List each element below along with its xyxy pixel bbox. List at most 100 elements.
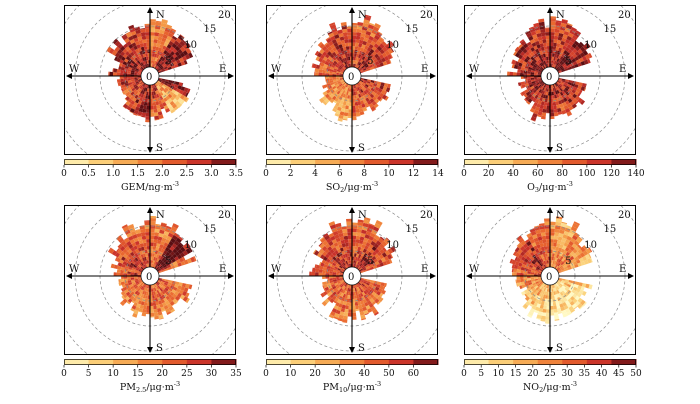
wedge-cell: [145, 260, 148, 265]
wedge-cell: [116, 79, 121, 83]
wedge-cell: [361, 291, 366, 296]
wedge-cell: [577, 236, 583, 241]
wedge-cell: [546, 112, 550, 114]
wedge-cell: [547, 284, 550, 289]
wedge-cell: [362, 248, 367, 254]
wedge-cell: [538, 284, 542, 288]
wedge-cell: [550, 84, 553, 89]
wedge-cell: [153, 105, 157, 110]
wedge-cell: [370, 105, 376, 112]
wedge-cell: [349, 295, 352, 299]
wedge-cell: [364, 45, 369, 51]
colorbar-tick-label: 6: [337, 169, 343, 179]
wedge-cell: [550, 242, 554, 247]
wedge-cell: [551, 256, 555, 261]
wedge-cell: [124, 65, 129, 69]
wedge-cell: [356, 290, 360, 295]
wedge-cell: [568, 305, 574, 312]
wedge-cell: [524, 65, 529, 69]
wedge-cell: [367, 51, 373, 57]
wedge-cell: [556, 89, 560, 94]
wedge-cell: [340, 79, 345, 83]
wedge-cell: [312, 249, 317, 254]
wedge-cell: [343, 112, 349, 117]
wedge-cell: [566, 22, 573, 27]
wedge-cell: [352, 84, 355, 89]
wedge-cell: [327, 255, 333, 261]
wedge-cell: [559, 87, 564, 92]
wedge-cell: [566, 264, 572, 269]
wedge-cell: [534, 309, 539, 314]
wedge-cell: [373, 65, 378, 69]
wedge-cell: [356, 297, 361, 302]
wedge-cell: [337, 29, 343, 35]
wedge-cell: [561, 262, 566, 267]
wedge-cell: [550, 263, 553, 268]
wedge-cell: [366, 87, 371, 92]
wedge-cell: [168, 60, 173, 65]
wedge-cell: [117, 248, 123, 255]
wedge-cell: [340, 64, 344, 68]
wedge-cell: [358, 66, 362, 70]
wedge-cell: [537, 47, 542, 52]
wedge-cell: [128, 43, 134, 49]
wedge-cell: [365, 242, 371, 247]
colorbar-frame: [64, 359, 236, 365]
wedge-cell: [326, 280, 331, 285]
wedge-cell: [546, 38, 550, 43]
wedge-cell: [536, 82, 540, 86]
wedge-cell: [534, 69, 539, 73]
wedge-cell: [344, 286, 347, 291]
wedge-cell: [540, 28, 546, 33]
wedge-cell: [330, 311, 336, 317]
wedge-cell: [155, 65, 159, 70]
wedge-cell: [329, 271, 333, 274]
wedge-cell: [135, 29, 141, 35]
wedge-cell: [571, 303, 578, 309]
wedge-cell: [135, 286, 140, 291]
wedge-cell: [525, 30, 531, 35]
dir-label-north: N: [556, 210, 565, 221]
wedge-cell: [337, 229, 343, 235]
wedge-cell: [355, 308, 360, 312]
wedge-cell: [543, 105, 547, 110]
wedge-cell: [546, 42, 550, 47]
wedge-cell: [339, 311, 345, 316]
wedge-cell: [345, 42, 349, 47]
wedge-cell: [142, 265, 146, 269]
wedge-cell: [539, 268, 543, 272]
wedge-cell: [381, 240, 388, 247]
colorbar-segment: [413, 359, 439, 365]
wedge-cell: [164, 268, 169, 272]
wedge-cell: [355, 112, 361, 117]
wedge-cell: [150, 253, 153, 257]
wedge-cell: [358, 107, 364, 113]
wedge-cell: [334, 58, 339, 63]
wedge-cell: [140, 28, 146, 33]
wedge-cell: [329, 293, 335, 299]
wedge-cell: [171, 43, 178, 49]
wedge-cell: [132, 289, 137, 294]
wedge-cell: [134, 40, 140, 46]
wedge-cell: [374, 311, 379, 316]
wedge-cell: [344, 283, 348, 287]
wedge-cell: [373, 58, 378, 63]
wedge-cell: [367, 279, 372, 283]
wedge-cell: [144, 284, 148, 288]
wedge-cell: [564, 68, 569, 72]
wedge-cell: [537, 100, 542, 105]
wedge-cell: [150, 242, 154, 247]
wedge-cell: [561, 290, 566, 295]
wedge-cell: [138, 54, 143, 60]
wedge-cell: [122, 248, 128, 254]
wedge-cell: [138, 78, 142, 82]
wedge-cell: [540, 228, 546, 233]
wedge-cell: [363, 278, 368, 281]
wedge-cell: [137, 83, 141, 87]
wedge-cell: [365, 105, 370, 108]
wedge-cell: [140, 62, 144, 66]
wedge-cell: [134, 285, 139, 290]
wedge-cell: [106, 46, 112, 53]
wedge-cell: [167, 48, 173, 54]
wedge-cell: [361, 83, 365, 87]
